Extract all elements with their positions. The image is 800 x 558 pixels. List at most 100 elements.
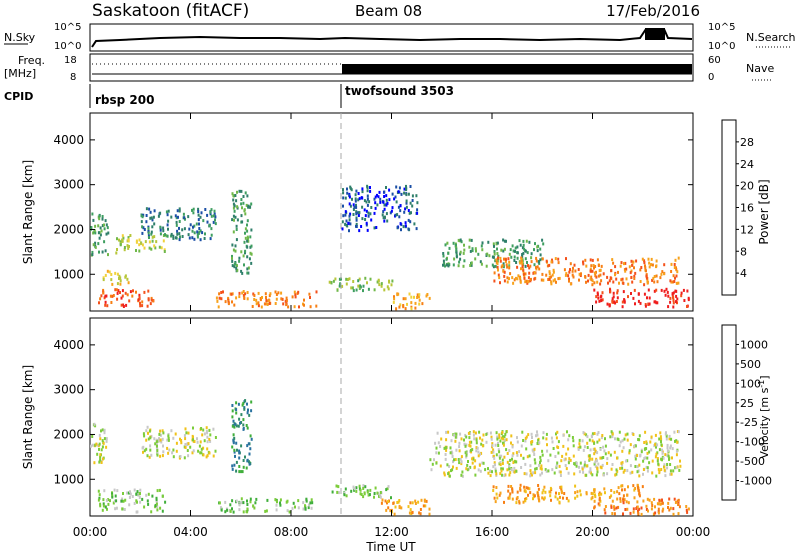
velocity-cell: [244, 455, 246, 459]
velocity-cell: [400, 506, 403, 510]
velocity-cell: [484, 468, 487, 472]
velocity-cell: [179, 455, 182, 458]
power-cell: [386, 219, 389, 223]
power-cell: [139, 304, 142, 308]
velocity-cell: [105, 437, 108, 441]
velocity-colorbar-label: Velocity [m s-1]: [757, 375, 771, 458]
power-cell: [593, 271, 596, 275]
velocity-cell: [475, 449, 478, 453]
power-cell: [355, 210, 358, 214]
velocity-cell: [666, 463, 669, 466]
velocity-cell: [586, 441, 589, 445]
velocity-cell: [549, 494, 552, 498]
power-cell: [344, 222, 347, 226]
velocity-cell: [536, 442, 539, 445]
velocity-cell: [572, 439, 575, 443]
velocity-cell: [552, 447, 555, 450]
velocity-cell: [266, 498, 269, 502]
velocity-cell: [589, 467, 592, 471]
velocity-cell: [658, 471, 661, 475]
power-cell: [103, 227, 106, 231]
power-cell: [242, 294, 245, 297]
velocity-cell: [495, 431, 498, 435]
power-cell: [233, 262, 236, 266]
power-cell: [506, 265, 509, 269]
power-cell: [257, 304, 260, 308]
power-cell: [353, 205, 356, 209]
power-cell: [196, 235, 199, 239]
power-cell: [91, 212, 94, 216]
velocity-cell: [233, 450, 236, 454]
power-cell: [397, 205, 400, 209]
power-cell: [535, 267, 538, 271]
velocity-cell: [525, 486, 528, 490]
power-cell: [355, 189, 358, 193]
velocity-cell: [600, 436, 603, 440]
power-cell: [259, 298, 262, 302]
power-cell: [355, 222, 358, 226]
power-cell: [446, 241, 449, 245]
power-cell: [378, 190, 381, 194]
velocity-cell: [477, 450, 480, 454]
velocity-cell: [524, 439, 527, 443]
power-cell: [539, 247, 542, 251]
velocity-cell: [288, 510, 291, 514]
velocity-cell: [373, 492, 376, 495]
power-cell: [564, 273, 567, 277]
velocity-cell: [563, 492, 566, 495]
velocity-cell: [591, 439, 594, 443]
velocity-cell: [233, 463, 236, 467]
power-cell: [255, 298, 258, 302]
velocity-cell: [494, 469, 497, 473]
velocity-cell: [231, 507, 233, 511]
velocity-cell: [444, 457, 447, 461]
power-cell: [209, 212, 212, 216]
velocity-cell: [596, 466, 599, 470]
velocity-cell: [591, 492, 594, 496]
power-cell: [404, 207, 407, 211]
velocity-cell: [235, 411, 238, 415]
power-cell: [552, 279, 555, 283]
power-cell: [345, 223, 348, 227]
velocity-cell: [542, 436, 545, 440]
velocity-colorbar-label-end: ]: [758, 375, 771, 379]
power-cell: [409, 201, 412, 205]
power-cell: [203, 237, 206, 240]
velocity-cell: [242, 501, 245, 505]
power-cell: [508, 264, 511, 268]
velocity-cell: [231, 404, 234, 407]
velocity-cell: [468, 443, 471, 447]
power-cell: [253, 298, 256, 301]
power-cell: [145, 214, 148, 217]
velocity-cell: [522, 439, 525, 442]
velocity-cell: [202, 453, 205, 457]
power-cell: [135, 290, 137, 294]
power-cell: [468, 238, 471, 242]
velocity-cell: [669, 472, 672, 476]
power-cell: [212, 220, 215, 224]
velocity-cell: [585, 492, 588, 496]
power-cell: [410, 295, 413, 299]
power-cell: [442, 263, 444, 267]
power-cell: [155, 240, 158, 244]
power-cell: [545, 259, 548, 263]
power-cell: [457, 238, 460, 242]
power-cell: [178, 220, 181, 223]
power-cell: [346, 187, 348, 191]
power-cell: [119, 282, 122, 286]
power-cell: [499, 256, 502, 260]
velocity-cell: [145, 493, 148, 497]
velocity-cell: [555, 491, 557, 495]
velocity-cell: [610, 430, 613, 434]
velocity-cell: [489, 469, 492, 473]
velocity-cell: [418, 511, 421, 515]
velocity-cell: [474, 431, 477, 435]
velocity-cell: [97, 489, 100, 493]
power-cell: [499, 281, 501, 285]
velocity-cell: [520, 453, 522, 457]
power-cell: [143, 228, 146, 231]
power-cell: [469, 264, 472, 267]
power-cell: [539, 258, 542, 262]
power-cell: [653, 275, 656, 278]
power-cell: [101, 215, 104, 218]
